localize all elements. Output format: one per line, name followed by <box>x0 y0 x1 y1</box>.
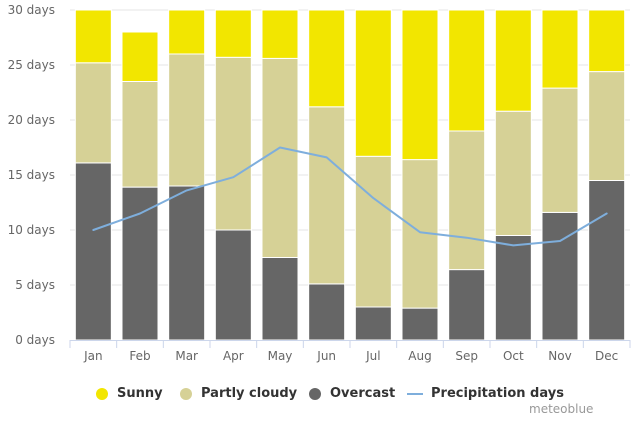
bar-overcast-sep <box>448 269 486 341</box>
x-tick-label: May <box>268 349 293 363</box>
x-tick-label: Sep <box>455 349 478 363</box>
y-tick-label: 5 days <box>15 278 55 292</box>
bar-sunny-jul <box>354 9 392 157</box>
bar-sunny-nov <box>541 9 579 89</box>
y-axis-labels: 0 days 5 days 10 days 15 days 20 days 25 days… <box>8 3 55 347</box>
bar-partly-cloudy-jan <box>74 62 112 164</box>
legend-item-precipitation-days[interactable]: Precipitation days <box>407 386 564 401</box>
y-tick-label: 20 days <box>8 113 55 127</box>
y-tick-label: 10 days <box>8 223 55 237</box>
x-tick-label: Jun <box>316 349 336 363</box>
bar-overcast-nov <box>541 211 579 341</box>
bar-partly-cloudy-apr <box>214 56 252 231</box>
bar-partly-cloudy-dec <box>588 71 626 181</box>
bar-partly-cloudy-oct <box>494 110 532 236</box>
bar-sunny-jan <box>74 9 112 64</box>
bar-sunny-jun <box>308 9 346 108</box>
x-tick-label: Apr <box>223 349 244 363</box>
credit-meteoblue[interactable]: meteoblue <box>529 402 594 416</box>
bar-overcast-jul <box>354 306 392 341</box>
bar-sunny-may <box>261 9 299 59</box>
bar-partly-cloudy-sep <box>448 130 486 271</box>
line-precipitation-days <box>92 146 608 247</box>
x-tick-label: Feb <box>129 349 150 363</box>
bar-sunny-oct <box>494 9 532 112</box>
bar-partly-cloudy-mar <box>168 53 206 187</box>
bar-overcast-jun <box>308 283 346 341</box>
bar-overcast-may <box>261 257 299 341</box>
x-tick-label: Jul <box>365 349 380 363</box>
bar-overcast-apr <box>214 229 252 341</box>
sunny-dot-icon <box>96 387 108 400</box>
bar-partly-cloudy-feb <box>121 81 159 188</box>
precipitation-line <box>92 146 608 247</box>
bar-overcast-oct <box>494 235 532 341</box>
legend: Sunny Partly cloudy Overcast Precipitati… <box>0 386 640 404</box>
x-axis: Jan Feb Mar Apr May Jun Jul Aug Sep Oct Nov Dec <box>69 340 631 363</box>
chart: 0 days 5 days 10 days 15 days 20 days 25 days… <box>8 3 631 363</box>
x-tick-label: Nov <box>548 349 571 363</box>
y-tick-label: 25 days <box>8 58 55 72</box>
bar-sunny-apr <box>214 9 252 58</box>
x-tick-label: Mar <box>175 349 198 363</box>
bar-overcast-jan <box>74 162 112 341</box>
y-tick-label: 0 days <box>15 333 55 347</box>
precipitation-line-icon <box>407 392 423 395</box>
bar-partly-cloudy-jul <box>354 155 392 308</box>
bar-partly-cloudy-may <box>261 57 299 259</box>
x-tick-label: Dec <box>595 349 618 363</box>
y-tick-label: 15 days <box>8 168 55 182</box>
legend-label: Partly cloudy <box>201 386 298 401</box>
legend-label: Precipitation days <box>431 386 564 401</box>
x-tick-label: Aug <box>408 349 431 363</box>
partly-cloudy-dot-icon <box>180 387 192 400</box>
bar-sunny-feb <box>121 31 159 82</box>
bar-overcast-dec <box>588 180 626 341</box>
legend-item-sunny[interactable]: Sunny <box>96 386 163 401</box>
bar-sunny-aug <box>401 9 439 161</box>
legend-item-partly-cloudy[interactable]: Partly cloudy <box>180 386 297 401</box>
bar-sunny-dec <box>588 9 626 73</box>
bar-sunny-mar <box>168 9 206 55</box>
bars <box>74 9 626 341</box>
x-tick-label: Jan <box>83 349 103 363</box>
bar-partly-cloudy-jun <box>308 106 346 285</box>
legend-label: Sunny <box>117 386 163 401</box>
overcast-dot-icon <box>309 387 321 400</box>
bar-partly-cloudy-nov <box>541 87 579 213</box>
legend-label: Overcast <box>330 386 396 401</box>
bar-overcast-aug <box>401 307 439 341</box>
y-tick-label: 30 days <box>8 3 55 17</box>
x-tick-label: Oct <box>503 349 524 363</box>
bar-overcast-feb <box>121 186 159 341</box>
legend-item-overcast[interactable]: Overcast <box>309 386 395 401</box>
bar-overcast-mar <box>168 185 206 341</box>
bar-sunny-sep <box>448 9 486 132</box>
gridlines <box>70 9 630 286</box>
